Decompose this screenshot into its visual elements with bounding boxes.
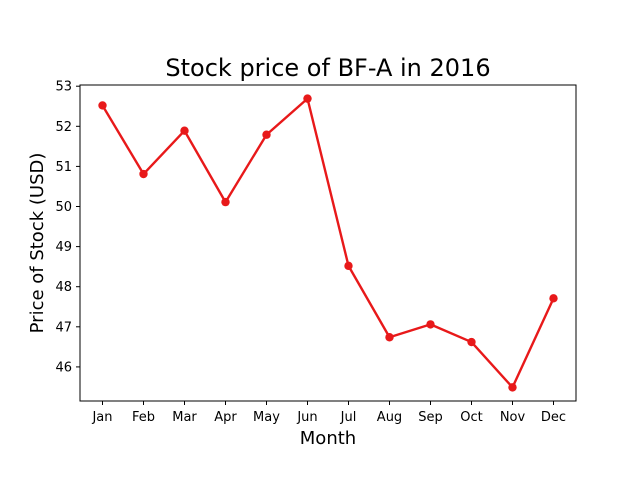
data-point <box>180 126 189 135</box>
y-tick-label: 48 <box>55 280 72 295</box>
data-point <box>303 94 312 103</box>
data-point <box>467 337 476 347</box>
x-tick-label: Apr <box>214 410 237 425</box>
data-point <box>139 169 148 179</box>
y-tick-label: 47 <box>55 320 72 335</box>
x-tick-label: Oct <box>460 410 482 425</box>
y-tick-label: 46 <box>55 360 72 375</box>
y-tick-label: 50 <box>55 200 72 215</box>
price-series-line <box>101 97 555 389</box>
data-point <box>98 101 107 110</box>
x-tick-label: May <box>253 410 280 425</box>
x-tick-label: Jan <box>91 410 112 425</box>
x-tick-label: Dec <box>541 410 566 425</box>
y-axis: 46 47 48 49 50 51 52 53 <box>55 80 80 375</box>
data-point <box>426 320 435 329</box>
data-point <box>262 130 271 139</box>
plot-area-frame <box>79 84 577 402</box>
y-tick-label: 53 <box>55 80 72 95</box>
y-axis-label: Price of Stock (USD) <box>27 153 48 334</box>
chart-title: Stock price of BF-A in 2016 <box>165 54 490 82</box>
price-series-points <box>98 94 558 392</box>
x-tick-label: Nov <box>500 410 526 425</box>
x-axis: Jan Feb Mar Apr May Jun Jul Aug Sep Oct Nov Dec <box>91 401 566 425</box>
x-tick-label: Feb <box>132 410 155 425</box>
y-tick-label: 49 <box>55 240 72 255</box>
x-axis-label: Month <box>300 428 356 449</box>
x-tick-label: Jul <box>340 410 357 425</box>
y-tick-label: 52 <box>55 120 72 135</box>
data-point <box>221 197 230 207</box>
x-tick-label: Mar <box>172 410 197 425</box>
data-point <box>508 383 517 392</box>
x-tick-label: Aug <box>377 410 402 425</box>
y-tick-label: 51 <box>55 160 72 175</box>
x-tick-label: Jun <box>296 410 317 425</box>
data-point <box>549 294 558 303</box>
data-point <box>385 333 394 342</box>
x-tick-label: Sep <box>418 410 443 425</box>
data-point <box>344 261 353 271</box>
